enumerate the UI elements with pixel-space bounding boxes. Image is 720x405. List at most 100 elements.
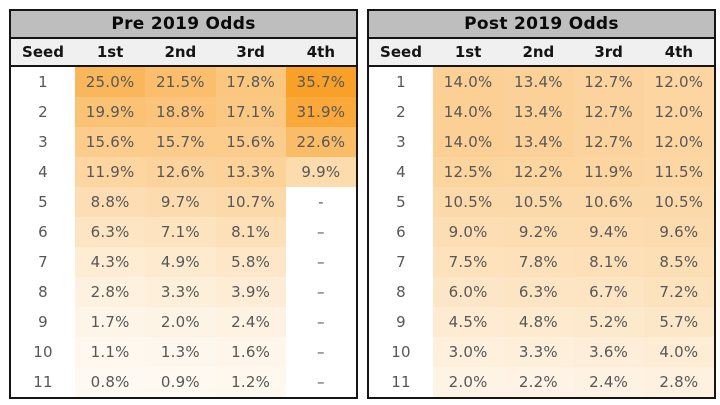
odds-cell-3rd: 3.9% xyxy=(215,277,286,307)
odds-cell-4th: 11.5% xyxy=(643,157,714,187)
odds-cell-1st: 15.6% xyxy=(75,127,146,157)
odds-cell-2nd: 21.5% xyxy=(145,67,216,97)
odds-cell-1st: 0.8% xyxy=(75,367,146,397)
odds-cell-1st: 6.0% xyxy=(433,277,504,307)
odds-cell-4th: – xyxy=(317,223,325,241)
odds-cell-2nd: 2.0% xyxy=(145,307,216,337)
seed-cell: 2 xyxy=(369,103,433,121)
odds-cell-4th: 22.6% xyxy=(285,127,356,157)
odds-cell-1st: 8.8% xyxy=(75,187,146,217)
odds-cell-1st: 1.1% xyxy=(75,337,146,367)
seed-cell: 2 xyxy=(11,103,75,121)
odds-cell-3rd: 15.6% xyxy=(215,127,286,157)
odds-cell-1st: 25.0% xyxy=(75,67,146,97)
odds-cell-2nd: 12.2% xyxy=(503,157,574,187)
odds-cell-3rd: 17.1% xyxy=(215,97,286,127)
seed-cell: 1 xyxy=(369,73,433,91)
seed-cell: 1 xyxy=(11,73,75,91)
col-header-seed: Seed xyxy=(380,43,422,61)
table-row-seed-7: 7 4.3% 4.9% 5.8% – xyxy=(11,247,356,277)
odds-cell-3rd: 10.7% xyxy=(215,187,286,217)
odds-cell-4th: - xyxy=(318,193,324,211)
odds-cell-3rd: 8.1% xyxy=(573,247,644,277)
table-row-seed-10: 10 1.1% 1.3% 1.6% – xyxy=(11,337,356,367)
odds-cell-2nd: 10.5% xyxy=(503,187,574,217)
odds-cell-2nd: 18.8% xyxy=(145,97,216,127)
odds-cell-4th: 31.9% xyxy=(285,97,356,127)
odds-cell-1st: 4.3% xyxy=(75,247,146,277)
table-row-seed-8: 8 2.8% 3.3% 3.9% – xyxy=(11,277,356,307)
odds-cell-2nd: 9.7% xyxy=(145,187,216,217)
table-row-seed-10: 10 3.0% 3.3% 3.6% 4.0% xyxy=(369,337,714,367)
odds-cell-1st: 14.0% xyxy=(433,127,504,157)
odds-cell-4th: 8.5% xyxy=(643,247,714,277)
table-row-seed-2: 2 19.9% 18.8% 17.1% 31.9% xyxy=(11,97,356,127)
table-row-seed-11: 11 0.8% 0.9% 1.2% – xyxy=(11,367,356,397)
seed-cell: 7 xyxy=(11,253,75,271)
odds-cell-3rd: 12.7% xyxy=(573,67,644,97)
odds-cell-3rd: 10.6% xyxy=(573,187,644,217)
odds-cell-4th: 9.6% xyxy=(643,217,714,247)
odds-cell-4th: – xyxy=(317,343,325,361)
table-body: 1 14.0% 13.4% 12.7% 12.0% 2 14.0% 13.4% 12.7% 12.… xyxy=(369,67,714,397)
odds-cell-3rd: 3.6% xyxy=(573,337,644,367)
odds-cell-2nd: 4.9% xyxy=(145,247,216,277)
table-row-seed-4: 4 12.5% 12.2% 11.9% 11.5% xyxy=(369,157,714,187)
col-header-seed: Seed xyxy=(22,43,64,61)
table-row-seed-5: 5 8.8% 9.7% 10.7% - xyxy=(11,187,356,217)
odds-cell-2nd: 13.4% xyxy=(503,97,574,127)
col-header-3rd: 3rd xyxy=(236,43,265,61)
seed-cell: 6 xyxy=(369,223,433,241)
col-header-1st: 1st xyxy=(454,43,482,61)
odds-cell-3rd: 12.7% xyxy=(573,97,644,127)
odds-cell-1st: 14.0% xyxy=(433,67,504,97)
odds-cell-1st: 2.0% xyxy=(433,367,504,397)
table-title-pre: Pre 2019 Odds xyxy=(11,11,356,39)
odds-cell-2nd: 1.3% xyxy=(145,337,216,367)
odds-cell-4th: 5.7% xyxy=(643,307,714,337)
table-row-seed-9: 9 4.5% 4.8% 5.2% 5.7% xyxy=(369,307,714,337)
odds-cell-2nd: 12.6% xyxy=(145,157,216,187)
odds-cell-1st: 2.8% xyxy=(75,277,146,307)
col-header-2nd: 2nd xyxy=(522,43,555,61)
seed-cell: 10 xyxy=(11,343,75,361)
seed-cell: 11 xyxy=(369,373,433,391)
odds-cell-1st: 10.5% xyxy=(433,187,504,217)
odds-cell-2nd: 7.8% xyxy=(503,247,574,277)
odds-cell-3rd: 1.2% xyxy=(215,367,286,397)
seed-cell: 9 xyxy=(369,313,433,331)
odds-cell-2nd: 3.3% xyxy=(503,337,574,367)
table-row-seed-4: 4 11.9% 12.6% 13.3% 9.9% xyxy=(11,157,356,187)
odds-cell-3rd: 12.7% xyxy=(573,127,644,157)
odds-cell-3rd: 8.1% xyxy=(215,217,286,247)
table-row-seed-1: 1 25.0% 21.5% 17.8% 35.7% xyxy=(11,67,356,97)
odds-cell-2nd: 6.3% xyxy=(503,277,574,307)
table-header-row: Seed 1st 2nd 3rd 4th xyxy=(11,39,356,67)
table-header-row: Seed 1st 2nd 3rd 4th xyxy=(369,39,714,67)
odds-cell-1st: 9.0% xyxy=(433,217,504,247)
pre-2019-odds-table: Pre 2019 Odds Seed 1st 2nd 3rd 4th 1 25.0% 21.… xyxy=(9,9,358,399)
odds-cell-2nd: 15.7% xyxy=(145,127,216,157)
table-body: 1 25.0% 21.5% 17.8% 35.7% 2 19.9% 18.8% 17.1% 31.… xyxy=(11,67,356,397)
table-row-seed-9: 9 1.7% 2.0% 2.4% – xyxy=(11,307,356,337)
odds-cell-4th: 4.0% xyxy=(643,337,714,367)
odds-cell-4th: 35.7% xyxy=(285,67,356,97)
odds-cell-4th: 2.8% xyxy=(643,367,714,397)
seed-cell: 3 xyxy=(369,133,433,151)
odds-cell-1st: 7.5% xyxy=(433,247,504,277)
odds-cell-3rd: 17.8% xyxy=(215,67,286,97)
odds-cell-4th: 10.5% xyxy=(643,187,714,217)
odds-cell-1st: 1.7% xyxy=(75,307,146,337)
odds-cell-1st: 6.3% xyxy=(75,217,146,247)
seed-cell: 8 xyxy=(11,283,75,301)
seed-cell: 4 xyxy=(369,163,433,181)
col-header-3rd: 3rd xyxy=(594,43,623,61)
seed-cell: 6 xyxy=(11,223,75,241)
table-row-seed-11: 11 2.0% 2.2% 2.4% 2.8% xyxy=(369,367,714,397)
table-row-seed-2: 2 14.0% 13.4% 12.7% 12.0% xyxy=(369,97,714,127)
odds-cell-2nd: 13.4% xyxy=(503,127,574,157)
odds-cell-2nd: 3.3% xyxy=(145,277,216,307)
odds-tables-container: Pre 2019 Odds Seed 1st 2nd 3rd 4th 1 25.0% 21.… xyxy=(9,9,716,399)
odds-cell-3rd: 5.2% xyxy=(573,307,644,337)
post-2019-odds-table: Post 2019 Odds Seed 1st 2nd 3rd 4th 1 14.0% 13… xyxy=(367,9,716,399)
